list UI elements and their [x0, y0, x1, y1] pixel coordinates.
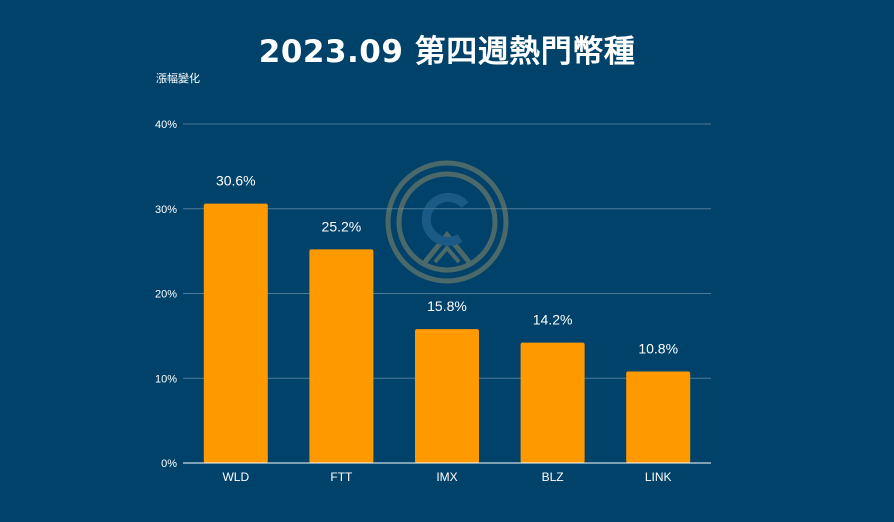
x-tick-labels: WLD FTT IMX BLZ LINK	[222, 470, 671, 484]
bar-link	[626, 371, 691, 463]
data-label: 30.6%	[216, 173, 256, 189]
chart-title: 2023.09 第四週熱門幣種	[258, 34, 636, 70]
y-tick-label: 0%	[161, 458, 177, 470]
y-tick-label: 10%	[155, 373, 177, 385]
data-label: 15.8%	[427, 298, 467, 314]
x-tick-label: FTT	[330, 470, 353, 484]
data-label: 14.2%	[533, 312, 573, 328]
y-tick-label: 30%	[155, 204, 177, 216]
bar-imx	[415, 329, 479, 463]
bar-wld	[203, 203, 268, 464]
bars	[203, 203, 691, 464]
x-tick-label: WLD	[222, 470, 249, 484]
y-tick-label: 40%	[155, 119, 177, 131]
data-labels: 30.6% 25.2% 15.8% 14.2% 10.8%	[216, 173, 678, 357]
x-tick-label: IMX	[436, 470, 457, 484]
y-tick-label: 20%	[155, 289, 177, 301]
data-label: 25.2%	[322, 218, 362, 234]
watermark-logo-icon	[385, 160, 509, 284]
x-tick-label: LINK	[645, 470, 672, 484]
y-axis-label: 漲幅變化	[156, 72, 200, 85]
data-label: 10.8%	[638, 340, 678, 356]
bar-blz	[520, 342, 585, 463]
bar-ftt	[309, 249, 374, 463]
y-tick-labels: 0% 10% 20% 30% 40%	[155, 119, 177, 470]
x-tick-label: BLZ	[542, 470, 564, 484]
